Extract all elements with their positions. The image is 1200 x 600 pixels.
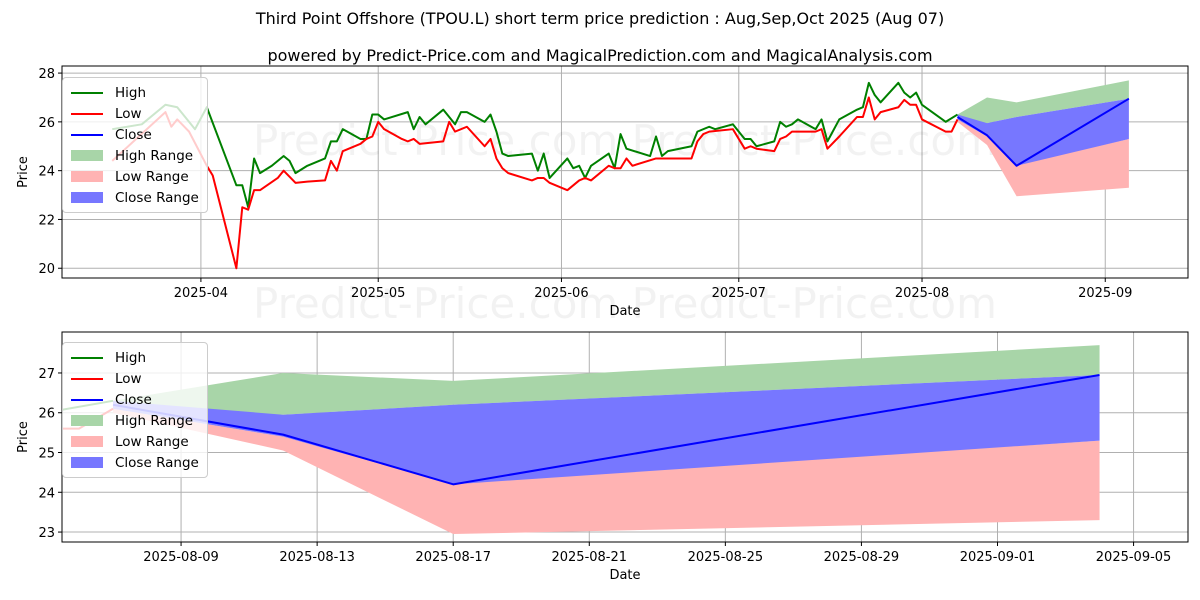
legend-item-close-range: Close Range (71, 452, 199, 473)
legend-label: Close (115, 391, 152, 408)
x-tick-label: 2025-08-21 (551, 550, 627, 565)
legend-item-high: High (71, 82, 199, 103)
legend-bottom: High Low Close High Range Low Range Close Ran… (62, 342, 208, 478)
legend-swatch (71, 192, 103, 203)
x-tick-label: 2025-09 (1078, 286, 1132, 301)
legend-swatch (71, 398, 103, 401)
x-tick-label: 2025-08-29 (824, 550, 900, 565)
y-tick-label: 24 (38, 486, 55, 501)
y-tick-label: 26 (38, 407, 55, 422)
legend-swatch (71, 457, 103, 468)
legend-label: Close Range (115, 454, 199, 471)
x-tick-label: 2025-08 (895, 286, 949, 301)
y-axis-label: Price (16, 156, 31, 188)
y-tick-label: 27 (38, 367, 55, 382)
legend-swatch (71, 112, 103, 115)
high-line (112, 81, 959, 209)
x-tick-label: 2025-08-13 (279, 550, 355, 565)
legend-swatch (71, 171, 103, 182)
legend-item-close: Close (71, 124, 199, 145)
low-range-band (957, 119, 1129, 197)
legend-top: High Low Close High Range Low Range Close Ran… (62, 77, 208, 213)
chart-subtitle: powered by Predict-Price.com and Magical… (267, 46, 933, 65)
legend-label: Low Range (115, 168, 189, 185)
x-tick-label: 2025-04 (174, 286, 228, 301)
legend-label: High Range (115, 412, 194, 429)
legend-item-low: Low (71, 103, 199, 124)
legend-label: High Range (115, 147, 194, 164)
y-tick-label: 24 (38, 165, 55, 180)
y-tick-label: 23 (38, 526, 55, 541)
y-axis-label: Price (16, 421, 31, 453)
legend-item-close: Close (71, 389, 199, 410)
low-range-band (113, 408, 1100, 535)
y-tick-label: 26 (38, 116, 55, 131)
legend-swatch (71, 91, 103, 94)
legend-item-high-range: High Range (71, 145, 199, 166)
plot-area-1: Predict-Price.com Predict-Price.com (62, 332, 1188, 542)
y-tick-label: 22 (38, 213, 55, 228)
legend-swatch (71, 133, 103, 136)
x-tick-label: 2025-05 (351, 286, 405, 301)
legend-swatch (71, 356, 103, 359)
high-range-band (113, 345, 1100, 415)
legend-swatch (71, 436, 103, 447)
legend-label: Close (115, 126, 152, 143)
legend-item-low-range: Low Range (71, 431, 199, 452)
legend-label: Low Range (115, 433, 189, 450)
y-tick-label: 25 (38, 447, 55, 462)
plot-area-0: Predict-Price.com Predict-Price.com (62, 66, 1188, 278)
high-range-band (957, 80, 1129, 124)
x-tick-label: 2025-08-09 (143, 550, 219, 565)
x-tick-label: 2025-08-25 (688, 550, 764, 565)
x-tick-label: 2025-08-17 (415, 550, 491, 565)
legend-item-close-range: Close Range (71, 187, 199, 208)
legend-swatch (71, 415, 103, 426)
legend-item-low: Low (71, 368, 199, 389)
y-tick-label: 28 (38, 67, 55, 82)
chart-title: Third Point Offshore (TPOU.L) short term… (255, 9, 945, 28)
x-tick-label: 2025-09-01 (960, 550, 1036, 565)
x-axis-label: Date (609, 304, 640, 319)
legend-item-low-range: Low Range (71, 166, 199, 187)
legend-item-high-range: High Range (71, 410, 199, 431)
legend-label: Close Range (115, 189, 199, 206)
legend-label: High (115, 349, 147, 366)
legend-swatch (71, 150, 103, 161)
x-tick-label: 2025-07 (712, 286, 766, 301)
legend-item-high: High (71, 347, 199, 368)
legend-label: Low (115, 370, 142, 387)
low-line (111, 96, 959, 270)
close-forecast-line (956, 97, 1130, 167)
x-tick-label: 2025-06 (534, 286, 588, 301)
y-tick-label: 20 (38, 262, 55, 277)
x-tick-label: 2025-09-05 (1096, 550, 1172, 565)
legend-swatch (71, 377, 103, 380)
legend-label: High (115, 84, 147, 101)
legend-label: Low (115, 105, 142, 122)
watermark: Predict-Price.com Predict-Price.com (253, 279, 997, 328)
x-axis-label: Date (609, 568, 640, 583)
